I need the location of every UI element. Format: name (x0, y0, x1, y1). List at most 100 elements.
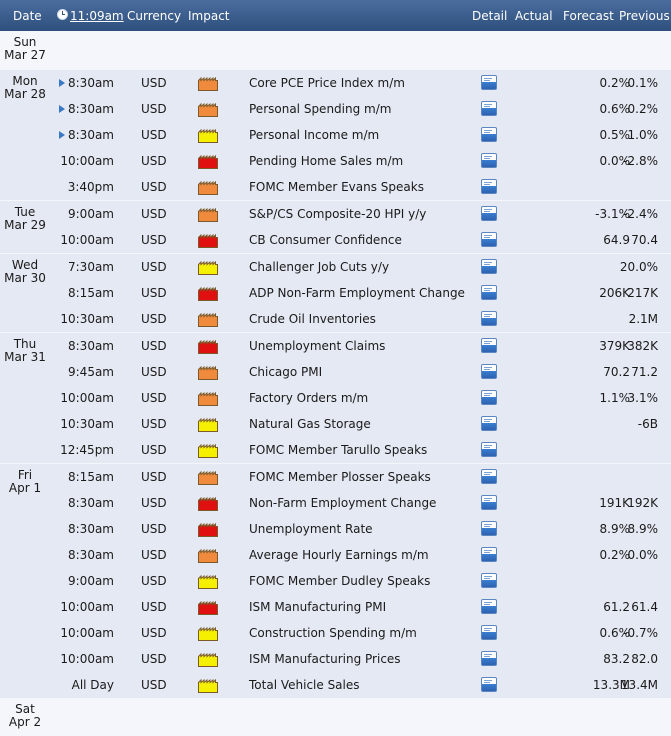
event-row[interactable]: 3:40pm USD FOMC Member Evans Speaks (0, 174, 671, 200)
detail-icon[interactable] (481, 364, 497, 379)
actual-column-header: Actual (515, 9, 553, 23)
detail-icon[interactable] (481, 179, 497, 194)
event-row[interactable]: 10:00am USD Factory Orders m/m 1.1% 3.1% (0, 385, 671, 411)
detail-icon[interactable] (481, 495, 497, 510)
detail-icon[interactable] (481, 285, 497, 300)
event-row[interactable]: 8:15am USD ADP Non-Farm Employment Change 2… (0, 280, 671, 306)
detail-icon[interactable] (481, 232, 497, 247)
detail-icon[interactable] (481, 416, 497, 431)
event-row[interactable]: 10:00am USD ISM Manufacturing PMI 61.2 61.4 (0, 594, 671, 620)
event-row[interactable]: 10:30am USD Natural Gas Storage -6B (0, 411, 671, 437)
event-row[interactable]: 8:30am USD Unemployment Claims 379K 382K (0, 333, 671, 359)
event-title[interactable]: Personal Income m/m (249, 128, 380, 142)
event-row[interactable]: 8:30am USD Personal Income m/m 0.5% 1.0% (0, 122, 671, 148)
day-group: Tue Mar 29 9:00am USD S&P/CS Composite-20 HP… (0, 200, 671, 253)
detail-icon[interactable] (481, 651, 497, 666)
detail-icon[interactable] (481, 573, 497, 588)
detail-icon[interactable] (481, 153, 497, 168)
event-currency: USD (141, 470, 167, 484)
detail-icon[interactable] (481, 442, 497, 457)
event-row[interactable]: 8:30am USD Average Hourly Earnings m/m 0.2%… (0, 542, 671, 568)
clock-icon[interactable] (57, 9, 68, 20)
impact-factory-icon (198, 627, 218, 641)
event-title[interactable]: Core PCE Price Index m/m (249, 76, 405, 90)
event-title[interactable]: ISM Manufacturing PMI (249, 600, 387, 614)
event-row[interactable]: 8:30am USD Personal Spending m/m 0.6% 0.2% (0, 96, 671, 122)
event-title[interactable]: ADP Non-Farm Employment Change (249, 286, 465, 300)
event-title[interactable]: Pending Home Sales m/m (249, 154, 404, 168)
event-title[interactable]: FOMC Member Evans Speaks (249, 180, 424, 194)
event-title[interactable]: FOMC Member Tarullo Speaks (249, 443, 428, 457)
detail-icon[interactable] (481, 127, 497, 142)
event-row[interactable]: 9:00am USD S&P/CS Composite-20 HPI y/y -3.1… (0, 201, 671, 227)
detail-icon[interactable] (481, 206, 497, 221)
event-row[interactable]: 8:30am USD Core PCE Price Index m/m 0.2% 0.1… (0, 70, 671, 96)
event-currency: USD (141, 626, 167, 640)
detail-icon[interactable] (481, 101, 497, 116)
event-row[interactable]: 10:00am USD ISM Manufacturing Prices 83.2 82… (0, 646, 671, 672)
event-title[interactable]: Personal Spending m/m (249, 102, 392, 116)
event-title[interactable]: FOMC Member Dudley Speaks (249, 574, 431, 588)
detail-icon[interactable] (481, 259, 497, 274)
detail-icon[interactable] (481, 521, 497, 536)
event-time: 10:00am (60, 600, 114, 614)
event-row[interactable]: 10:00am USD CB Consumer Confidence 64.9 70.4 (0, 227, 671, 253)
event-title[interactable]: CB Consumer Confidence (249, 233, 402, 247)
detail-icon[interactable] (481, 469, 497, 484)
event-currency: USD (141, 154, 167, 168)
detail-icon[interactable] (481, 75, 497, 90)
event-currency: USD (141, 207, 167, 221)
event-title[interactable]: Factory Orders m/m (249, 391, 369, 405)
event-row[interactable]: 9:00am USD FOMC Member Dudley Speaks (0, 568, 671, 594)
impact-factory-icon (198, 129, 218, 143)
event-title[interactable]: Crude Oil Inventories (249, 312, 376, 326)
detail-icon[interactable] (481, 547, 497, 562)
play-arrow-icon[interactable] (59, 131, 65, 139)
event-row[interactable]: 10:00am USD Construction Spending m/m 0.6% -… (0, 620, 671, 646)
event-forecast: 191K (599, 496, 630, 510)
day-date: Apr 1 (8, 481, 42, 495)
detail-icon[interactable] (481, 625, 497, 640)
event-title[interactable]: Average Hourly Earnings m/m (249, 548, 429, 562)
event-title[interactable]: S&P/CS Composite-20 HPI y/y (249, 207, 427, 221)
detail-icon[interactable] (481, 338, 497, 353)
event-previous: 217K (627, 286, 658, 300)
event-forecast: 64.9 (603, 233, 630, 247)
event-previous: 0.2% (627, 102, 659, 116)
day-label: Thu Mar 31 (0, 338, 50, 364)
event-row[interactable]: 10:00am USD Pending Home Sales m/m 0.0% -2.8… (0, 148, 671, 174)
event-row[interactable]: 9:45am USD Chicago PMI 70.2 71.2 (0, 359, 671, 385)
event-currency: USD (141, 76, 167, 90)
detail-icon[interactable] (481, 311, 497, 326)
event-row[interactable]: 7:30am USD Challenger Job Cuts y/y 20.0% (0, 254, 671, 280)
event-title[interactable]: Natural Gas Storage (249, 417, 371, 431)
detail-icon[interactable] (481, 390, 497, 405)
event-title[interactable]: Total Vehicle Sales (249, 678, 360, 692)
event-row[interactable]: 10:30am USD Crude Oil Inventories 2.1M (0, 306, 671, 332)
event-title[interactable]: Construction Spending m/m (249, 626, 417, 640)
event-title[interactable]: Challenger Job Cuts y/y (249, 260, 390, 274)
detail-icon[interactable] (481, 599, 497, 614)
event-currency: USD (141, 286, 167, 300)
day-name: Wed (11, 258, 39, 272)
event-row[interactable]: 8:15am USD FOMC Member Plosser Speaks (0, 464, 671, 490)
event-row[interactable]: 8:30am USD Non-Farm Employment Change 191K 1… (0, 490, 671, 516)
event-title[interactable]: Unemployment Claims (249, 339, 386, 353)
impact-factory-icon (198, 444, 218, 458)
play-arrow-icon[interactable] (59, 105, 65, 113)
event-title[interactable]: ISM Manufacturing Prices (249, 652, 401, 666)
impact-factory-icon (198, 103, 218, 117)
event-title[interactable]: FOMC Member Plosser Speaks (249, 470, 431, 484)
event-row[interactable]: All Day USD Total Vehicle Sales 13.3M 13.4M (0, 672, 671, 698)
event-row[interactable]: 12:45pm USD FOMC Member Tarullo Speaks (0, 437, 671, 463)
detail-icon[interactable] (481, 677, 497, 692)
event-previous: 3.1% (627, 391, 659, 405)
event-title[interactable]: Unemployment Rate (249, 522, 373, 536)
impact-factory-icon (198, 261, 218, 275)
event-row[interactable]: 8:30am USD Unemployment Rate 8.9% 8.9% (0, 516, 671, 542)
event-title[interactable]: Non-Farm Employment Change (249, 496, 437, 510)
current-time-link[interactable]: 11:09am (70, 9, 124, 23)
event-title[interactable]: Chicago PMI (249, 365, 323, 379)
play-arrow-icon[interactable] (59, 79, 65, 87)
event-previous: 61.4 (631, 600, 658, 614)
